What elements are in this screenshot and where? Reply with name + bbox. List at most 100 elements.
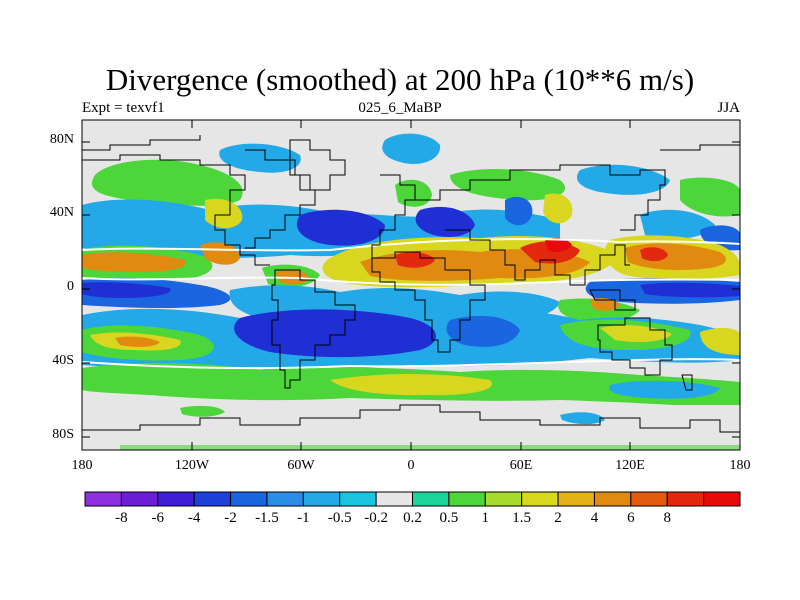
colorbar-label: 0.2 xyxy=(403,510,422,526)
colorbar-label: 6 xyxy=(627,510,635,526)
colorbar-swatch xyxy=(557,491,595,507)
asia-north-coast xyxy=(415,164,666,231)
sh-orange-east-1 xyxy=(590,297,620,311)
north-america-coast xyxy=(82,154,270,266)
season-label: JJA xyxy=(717,100,740,116)
arctic-coast-west xyxy=(82,135,201,151)
lon-label-60e: 60E xyxy=(509,458,533,473)
run-label: 025_6_MaBP xyxy=(358,100,442,116)
eq-darkblue-east xyxy=(640,282,740,298)
nh-dark-blue-1 xyxy=(296,209,385,246)
eq-orange-small xyxy=(200,242,240,265)
north-america-east-coast xyxy=(245,149,316,249)
nh-blue-patch-1 xyxy=(219,143,301,173)
lon-label-120e: 120E xyxy=(615,458,645,473)
colorbar-label: -2 xyxy=(224,510,237,526)
lat-label-80n: 80N xyxy=(49,132,74,147)
nh-green-patch-3 xyxy=(680,177,740,217)
colorbar-label: -1.5 xyxy=(255,510,279,526)
south-asia-coast xyxy=(445,229,630,286)
eq-red-east xyxy=(640,247,668,262)
lat-label-0: 0 xyxy=(67,279,74,294)
indonesia-coast xyxy=(589,289,636,311)
colorbar-label: -0.2 xyxy=(364,510,388,526)
lon-label-120w: 120W xyxy=(174,458,210,473)
coastlines xyxy=(82,135,740,433)
colorbar-swatch xyxy=(375,491,414,507)
colorbar-swatch xyxy=(302,491,341,507)
colorbar-swatch xyxy=(339,491,377,507)
eq-orange-west xyxy=(82,252,186,272)
colorbar-label: 4 xyxy=(590,510,599,526)
colorbar-swatch xyxy=(193,491,232,507)
sh-darkblue-1 xyxy=(234,309,437,358)
zero-contour-north xyxy=(82,238,740,252)
colorbar-swatch xyxy=(266,491,304,507)
colorbar-swatch xyxy=(120,491,159,507)
lon-label-0: 0 xyxy=(407,458,415,473)
eq-darkblue-west xyxy=(82,282,171,298)
antarctic-blue-1 xyxy=(560,412,605,425)
zero-contour-equator xyxy=(82,276,740,286)
colorbar-label: -8 xyxy=(115,510,128,526)
australia-coast xyxy=(597,317,673,376)
colorbar-swatch xyxy=(630,491,668,507)
eq-red-2 xyxy=(395,252,435,268)
lon-label-60w: 60W xyxy=(287,458,315,473)
nh-green-patch-1 xyxy=(91,159,243,206)
colorbar-swatch xyxy=(703,491,741,507)
nh-blue-patch-2 xyxy=(382,133,441,165)
nh-green-patch-2 xyxy=(450,168,566,201)
zero-contour-south xyxy=(82,358,740,370)
greenland-coast xyxy=(289,139,346,191)
sh-midlat-yellow xyxy=(330,374,492,396)
sh-yellow-east xyxy=(600,325,672,342)
nh-blue-4 xyxy=(640,209,715,239)
africa-coast xyxy=(371,251,486,353)
colorbar-label: 1.5 xyxy=(512,510,532,526)
nh-yellow-1 xyxy=(205,198,243,229)
nh-yellow-2 xyxy=(543,193,573,224)
sh-blue-2 xyxy=(446,315,520,347)
nh-blue-3 xyxy=(505,196,533,226)
lat-label-80s: 80S xyxy=(52,427,74,442)
europe-west-coast xyxy=(371,174,416,260)
lat-label-40n: 40N xyxy=(49,205,74,220)
divergence-field xyxy=(82,120,740,450)
colorbar-label: -6 xyxy=(151,510,165,526)
colorbar xyxy=(84,491,741,507)
lon-label-180w: 180 xyxy=(71,458,93,473)
colorbar-swatch xyxy=(484,491,523,507)
colorbar-swatch xyxy=(84,491,122,507)
new-zealand-coast xyxy=(681,374,693,391)
colorbar-swatch xyxy=(448,491,486,507)
colorbar-swatch xyxy=(230,491,268,507)
nh-dark-blue-2 xyxy=(415,206,475,237)
colorbar-label: 0.5 xyxy=(439,510,459,526)
nh-blue-patch-3 xyxy=(576,164,670,195)
experiment-label: Expt = texvf1 xyxy=(82,100,165,116)
colorbar-swatch xyxy=(593,491,632,507)
arctic-coast-east xyxy=(660,144,740,151)
axis-ticks xyxy=(82,120,740,450)
colorbar-label: 2 xyxy=(554,510,562,526)
plot-title: Divergence (smoothed) at 200 hPa (10**6 … xyxy=(105,62,695,97)
antarctica-coast xyxy=(82,404,740,433)
colorbar-label: 8 xyxy=(663,510,671,526)
lat-label-40s: 40S xyxy=(52,353,74,368)
antarctic-green-strip xyxy=(120,445,740,450)
colorbar-label: -1 xyxy=(297,510,310,526)
colorbar-label: -4 xyxy=(187,510,201,526)
antarctic-green-1 xyxy=(180,405,225,417)
colorbar-swatch xyxy=(666,491,705,507)
sh-yellow-far-east xyxy=(700,328,740,355)
eq-red-core xyxy=(545,237,572,253)
colorbar-label: -0.5 xyxy=(327,510,352,526)
colorbar-swatch xyxy=(157,491,195,507)
sh-orange-west xyxy=(115,336,160,347)
south-america-coast xyxy=(271,269,356,389)
colorbar-swatch xyxy=(521,491,559,507)
lon-label-180e: 180 xyxy=(729,458,751,473)
colorbar-label: 1 xyxy=(481,510,490,526)
